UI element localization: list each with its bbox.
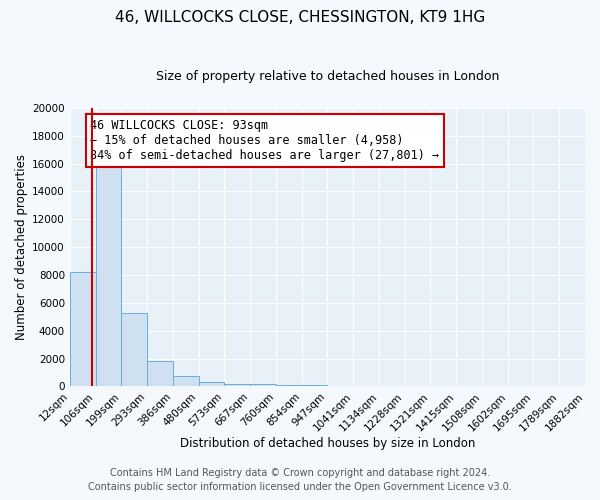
Bar bbox=[250, 384, 276, 386]
Bar bbox=[276, 385, 302, 386]
Text: 46 WILLCOCKS CLOSE: 93sqm
← 15% of detached houses are smaller (4,958)
84% of se: 46 WILLCOCKS CLOSE: 93sqm ← 15% of detac… bbox=[91, 119, 440, 162]
Title: Size of property relative to detached houses in London: Size of property relative to detached ho… bbox=[156, 70, 499, 83]
Bar bbox=[147, 360, 173, 386]
Bar bbox=[95, 155, 121, 386]
X-axis label: Distribution of detached houses by size in London: Distribution of detached houses by size … bbox=[180, 437, 475, 450]
Bar bbox=[121, 312, 147, 386]
Bar bbox=[224, 384, 250, 386]
Bar bbox=[173, 376, 199, 386]
Text: Contains HM Land Registry data © Crown copyright and database right 2024.
Contai: Contains HM Land Registry data © Crown c… bbox=[88, 468, 512, 492]
Bar bbox=[70, 272, 95, 386]
Bar bbox=[199, 382, 224, 386]
Text: 46, WILLCOCKS CLOSE, CHESSINGTON, KT9 1HG: 46, WILLCOCKS CLOSE, CHESSINGTON, KT9 1H… bbox=[115, 10, 485, 25]
Y-axis label: Number of detached properties: Number of detached properties bbox=[15, 154, 28, 340]
